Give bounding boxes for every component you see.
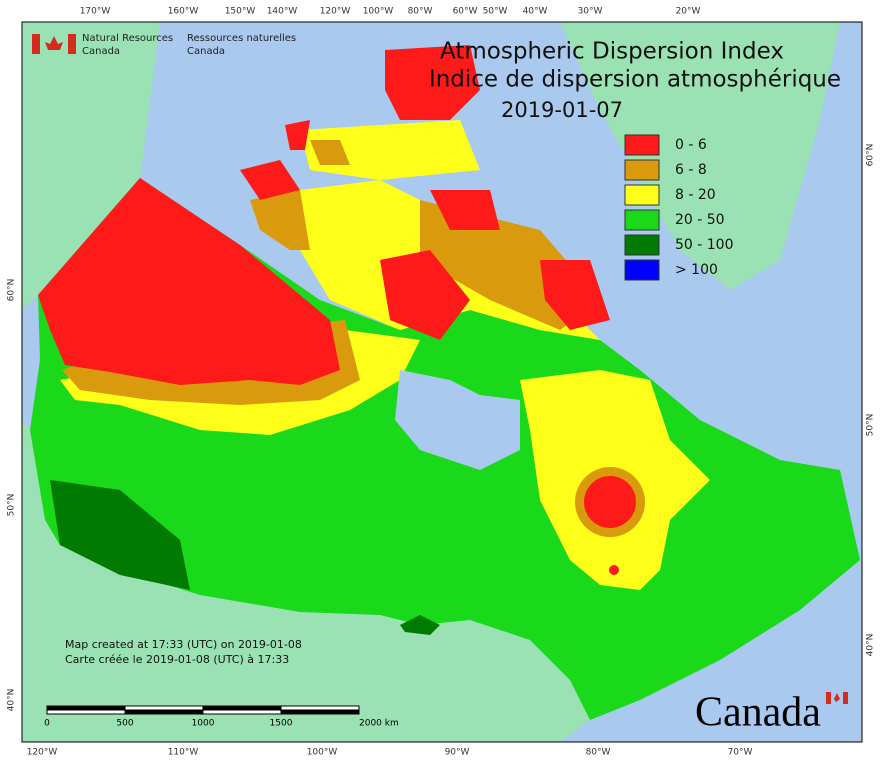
scale-label: 1500 xyxy=(270,719,293,729)
scale-label: 500 xyxy=(116,719,133,729)
graticule-label: 170°W xyxy=(80,7,111,17)
wordmark-flag xyxy=(826,692,848,704)
legend-swatch xyxy=(624,209,660,231)
scale-label: 2000 km xyxy=(359,719,399,729)
graticule-label: 50°N xyxy=(7,494,17,517)
title-en: Atmospheric Dispersion Index xyxy=(440,39,784,65)
wordmark: Canada xyxy=(695,690,821,736)
canada-zones xyxy=(30,45,860,720)
agency-fr: Ressources naturelles xyxy=(187,33,296,44)
credit: Map created at 17:33 (UTC) on 2019-01-08 xyxy=(65,638,302,651)
scale-label: 1000 xyxy=(192,719,215,729)
legend: 0 - 6 6 - 8 8 - 20 20 - 50 50 - 100 > 100 xyxy=(624,134,734,281)
graticule-label: 80°W xyxy=(408,7,433,17)
agency-en: Natural Resources xyxy=(82,33,173,44)
graticule: 170°W 160°W 150°W 140°W 120°W 100°W 80°W 60°W 50… xyxy=(7,7,876,758)
graticule-label: 120°W xyxy=(320,7,351,17)
graticule-label: 50°W xyxy=(483,7,508,17)
legend-label: 0 - 6 xyxy=(675,137,707,153)
legend-label: 20 - 50 xyxy=(675,212,725,228)
graticule-label: 20°W xyxy=(676,7,701,17)
graticule-label: 100°W xyxy=(363,7,394,17)
agency-fr: Canada xyxy=(187,46,225,57)
credit: Carte créée le 2019-01-08 (UTC) à 17:33 xyxy=(65,653,289,666)
legend-label: 8 - 20 xyxy=(675,187,716,203)
legend-swatch xyxy=(624,184,660,206)
agency-en: Canada xyxy=(82,46,120,57)
graticule-label: 100°W xyxy=(307,748,338,758)
graticule-label: 80°W xyxy=(586,748,611,758)
graticule-label: 60°N xyxy=(866,144,876,167)
graticule-label: 70°W xyxy=(728,748,753,758)
graticule-label: 110°W xyxy=(168,748,199,758)
legend-swatch xyxy=(624,259,660,281)
graticule-label: 30°W xyxy=(578,7,603,17)
logo xyxy=(32,34,76,54)
legend-swatch xyxy=(624,234,660,256)
title-fr: Indice de dispersion atmosphérique xyxy=(429,67,841,93)
legend-label: 50 - 100 xyxy=(675,237,734,253)
legend-label: 6 - 8 xyxy=(675,162,707,178)
graticule-label: 60°N xyxy=(7,279,17,302)
legend-swatch xyxy=(624,159,660,181)
scale-labels: 0 500 1000 1500 2000 km xyxy=(44,719,399,729)
graticule-label: 140°W xyxy=(267,7,298,17)
graticule-label: 90°W xyxy=(445,748,470,758)
legend-swatch xyxy=(624,134,660,156)
frame xyxy=(21,21,863,743)
scale-bar xyxy=(46,705,360,715)
graticule-label: 160°W xyxy=(168,7,199,17)
land-other xyxy=(22,22,840,742)
legend-label: > 100 xyxy=(675,262,718,278)
scale-label: 0 xyxy=(44,719,50,729)
graticule-label: 150°W xyxy=(225,7,256,17)
title-date: 2019-01-07 xyxy=(501,98,623,122)
graticule-label: 40°W xyxy=(523,7,548,17)
graticule-label: 40°N xyxy=(7,689,17,712)
graticule-label: 50°N xyxy=(866,414,876,437)
graticule-label: 60°W xyxy=(453,7,478,17)
graticule-label: 40°N xyxy=(866,634,876,657)
graticule-label: 120°W xyxy=(27,748,58,758)
